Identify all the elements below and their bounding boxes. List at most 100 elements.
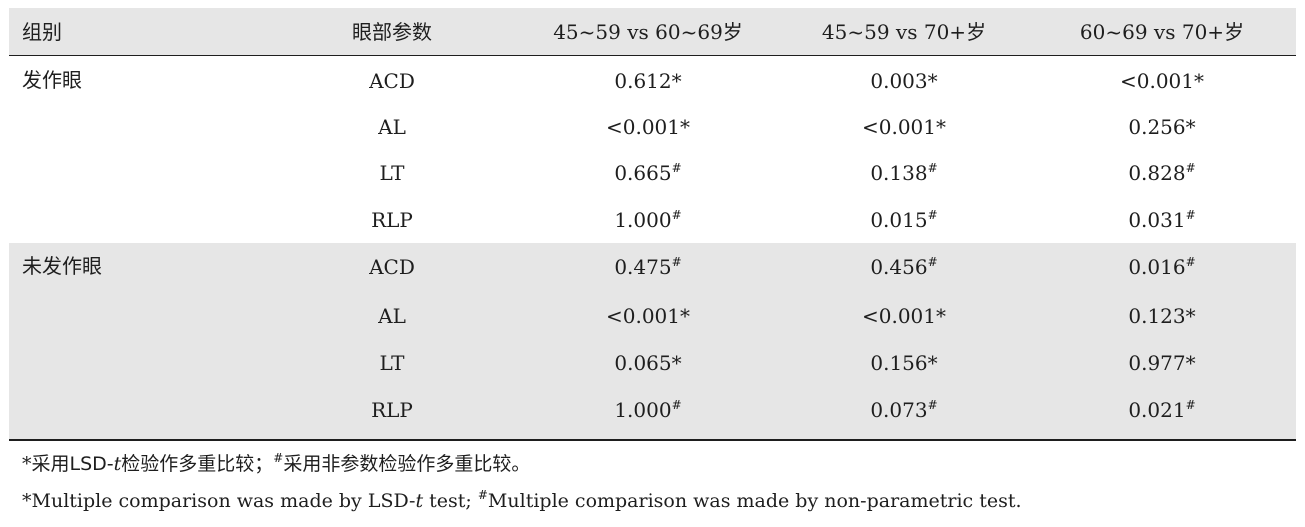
- significance-marker: #: [1185, 255, 1196, 269]
- table-bottom-rule: [9, 439, 1296, 441]
- p-value-cell: <0.001*: [804, 112, 1004, 142]
- significance-marker: #: [927, 208, 938, 222]
- p-value: 0.156: [870, 351, 928, 375]
- header-comparison-2: 45~59 vs 70+岁: [821, 20, 987, 44]
- p-value-cell: 0.003*: [804, 66, 1004, 96]
- significance-marker: *: [680, 115, 690, 139]
- p-value: 0.016: [1128, 255, 1186, 279]
- group-band-not-attack-eye: [9, 243, 1296, 439]
- significance-marker: #: [927, 161, 938, 175]
- significance-marker: *: [1185, 115, 1196, 139]
- significance-marker: #: [671, 208, 682, 222]
- parameter-label: ACD: [369, 255, 415, 279]
- footnote-cn-t: t: [113, 453, 122, 475]
- footnote-cn-part2: 检验作多重比较；: [121, 453, 274, 475]
- p-value: 1.000: [614, 208, 672, 232]
- footnote-en-part3: Multiple comparison was made by non-para…: [487, 490, 1022, 512]
- group-label: 发作眼: [22, 68, 82, 92]
- p-value-cell: 0.256*: [1062, 112, 1262, 142]
- footnote-chinese: *采用LSD-t检验作多重比较；#采用非参数检验作多重比较。: [22, 450, 530, 478]
- p-value: 1.000: [614, 398, 672, 422]
- p-value: 0.456: [870, 255, 928, 279]
- significance-marker: #: [671, 398, 682, 412]
- parameter-label: LT: [379, 351, 405, 375]
- p-value: 0.031: [1128, 208, 1186, 232]
- p-value: 0.612: [614, 69, 672, 93]
- footnote-en-hash: #: [477, 488, 488, 502]
- header-comparison-1: 45~59 vs 60~69岁: [553, 20, 743, 44]
- p-value-cell: 0.021#: [1062, 395, 1262, 425]
- footnote-cn-hash: #: [273, 451, 284, 465]
- significance-marker: #: [927, 398, 938, 412]
- p-value: 0.015: [870, 208, 928, 232]
- group-label: 未发作眼: [22, 254, 102, 278]
- p-value: <0.001: [861, 304, 936, 328]
- header-group: 组别: [22, 20, 62, 44]
- p-value-cell: 1.000#: [548, 395, 748, 425]
- p-value: 0.256: [1128, 115, 1186, 139]
- significance-marker: *: [680, 304, 690, 328]
- significance-marker: #: [671, 255, 682, 269]
- p-value-cell: <0.001*: [548, 112, 748, 142]
- parameter-label: LT: [379, 161, 405, 185]
- p-value: 0.065: [614, 351, 672, 375]
- p-value: 0.828: [1128, 161, 1186, 185]
- footnote-cn-star: *: [22, 453, 32, 475]
- p-value: 0.475: [614, 255, 672, 279]
- p-value-cell: 0.031#: [1062, 205, 1262, 235]
- p-value: 0.977: [1128, 351, 1186, 375]
- p-value: 0.665: [614, 161, 672, 185]
- p-value-cell: 0.665#: [548, 158, 748, 188]
- header-band: [9, 8, 1296, 55]
- p-value: <0.001: [1119, 69, 1194, 93]
- footnote-cn-part1: 采用LSD-: [31, 453, 114, 475]
- significance-marker: *: [671, 351, 682, 375]
- p-value: <0.001: [861, 115, 936, 139]
- p-value-cell: 0.123*: [1062, 301, 1262, 331]
- p-value-cell: 1.000#: [548, 205, 748, 235]
- p-value-cell: 0.073#: [804, 395, 1004, 425]
- header-eye-parameter: 眼部参数: [352, 20, 432, 44]
- p-value: 0.021: [1128, 398, 1186, 422]
- p-value-cell: 0.475#: [548, 252, 748, 282]
- p-value-cell: 0.612*: [548, 66, 748, 96]
- p-value-cell: 0.977*: [1062, 348, 1262, 378]
- p-value-cell: 0.065*: [548, 348, 748, 378]
- significance-marker: *: [1185, 351, 1196, 375]
- footnote-en-part2: test;: [423, 490, 478, 512]
- significance-marker: *: [1194, 69, 1204, 93]
- significance-marker: #: [1185, 398, 1196, 412]
- p-value-cell: 0.016#: [1062, 252, 1262, 282]
- parameter-label: AL: [378, 304, 406, 328]
- significance-marker: #: [927, 255, 938, 269]
- significance-marker: #: [671, 161, 682, 175]
- significance-marker: *: [936, 304, 946, 328]
- p-value-cell: 0.015#: [804, 205, 1004, 235]
- p-value: <0.001: [605, 115, 680, 139]
- p-value-cell: 0.138#: [804, 158, 1004, 188]
- significance-marker: #: [1185, 161, 1196, 175]
- significance-marker: *: [671, 69, 682, 93]
- p-value: 0.138: [870, 161, 928, 185]
- significance-marker: *: [1185, 304, 1196, 328]
- p-value: 0.003: [870, 69, 928, 93]
- footnote-english: *Multiple comparison was made by LSD-t t…: [22, 487, 1022, 515]
- significance-marker: #: [1185, 208, 1196, 222]
- significance-marker: *: [927, 69, 938, 93]
- parameter-label: AL: [378, 115, 406, 139]
- header-bottom-rule: [9, 55, 1296, 56]
- parameter-label: RLP: [371, 398, 413, 422]
- significance-marker: *: [927, 351, 938, 375]
- footnote-en-part1: Multiple comparison was made by LSD-: [31, 490, 416, 512]
- footnote-cn-part3: 采用非参数检验作多重比较。: [283, 453, 531, 475]
- significance-marker: *: [936, 115, 946, 139]
- footnote-en-t: t: [415, 490, 424, 512]
- p-value-cell: 0.828#: [1062, 158, 1262, 188]
- p-value-cell: <0.001*: [1062, 66, 1262, 96]
- header-comparison-3: 60~69 vs 70+岁: [1079, 20, 1245, 44]
- footnote-en-star: *: [22, 490, 32, 512]
- parameter-label: ACD: [369, 69, 415, 93]
- p-value-cell: <0.001*: [548, 301, 748, 331]
- p-value: 0.073: [870, 398, 928, 422]
